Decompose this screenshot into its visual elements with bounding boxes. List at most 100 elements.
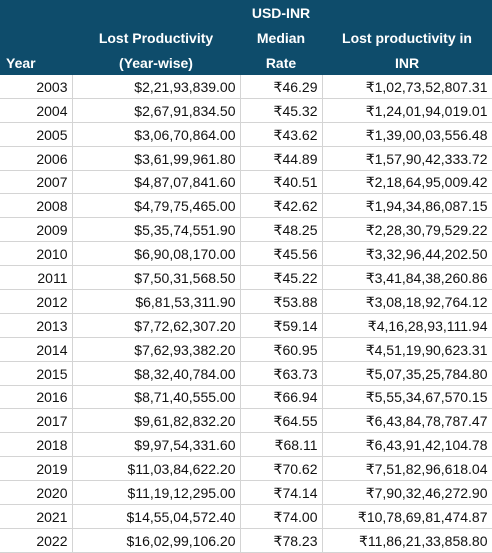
cell-lost-productivity[interactable]: $11,03,84,622.20 — [72, 456, 241, 482]
cell-year[interactable]: 2007 — [0, 170, 73, 195]
cell-usd-inr-rate[interactable]: ₹45.32 — [240, 98, 323, 123]
cell-lost-productivity-inr[interactable]: ₹1,24,01,94,019.01 — [322, 98, 492, 123]
cell-usd-inr-rate[interactable]: ₹46.29 — [240, 75, 323, 99]
cell-usd-inr-rate[interactable]: ₹66.94 — [240, 385, 323, 410]
cell-lost-productivity[interactable]: $6,90,08,170.00 — [72, 241, 241, 267]
table-row: 2013 $7,72,62,307.20 ₹59.14 ₹4,16,28,93,111… — [0, 313, 492, 338]
cell-usd-inr-rate[interactable]: ₹70.62 — [240, 456, 323, 482]
cell-lost-productivity[interactable]: $4,79,75,465.00 — [72, 193, 241, 219]
cell-lost-productivity-inr[interactable]: ₹6,43,91,42,104.78 — [322, 432, 492, 458]
header-inr-line2[interactable]: INR — [322, 50, 492, 75]
header-lost-line1[interactable]: Lost Productivity — [72, 25, 241, 50]
cell-year[interactable]: 2004 — [0, 98, 73, 123]
cell-lost-productivity-inr[interactable]: ₹7,90,32,46,272.90 — [322, 480, 492, 506]
cell-usd-inr-rate[interactable]: ₹63.73 — [240, 361, 323, 386]
cell-year[interactable]: 2022 — [0, 528, 73, 553]
cell-usd-inr-rate[interactable]: ₹42.62 — [240, 193, 323, 219]
cell-usd-inr-rate[interactable]: ₹48.25 — [240, 217, 323, 243]
cell-year[interactable]: 2009 — [0, 217, 73, 243]
cell-year[interactable]: 2019 — [0, 456, 73, 482]
cell-year[interactable]: 2020 — [0, 480, 73, 506]
cell-usd-inr-rate[interactable]: ₹60.95 — [240, 337, 323, 362]
table-row: 2008 $4,79,75,465.00 ₹42.62 ₹1,94,34,86,087… — [0, 193, 492, 219]
cell-lost-productivity[interactable]: $5,35,74,551.90 — [72, 217, 241, 243]
cell-lost-productivity-inr[interactable]: ₹7,51,82,96,618.04 — [322, 456, 492, 482]
cell-year[interactable]: 2017 — [0, 408, 73, 434]
cell-usd-inr-rate[interactable]: ₹59.14 — [240, 313, 323, 338]
cell-lost-productivity-inr[interactable]: ₹1,94,34,86,087.15 — [322, 193, 492, 219]
cell-lost-productivity[interactable]: $14,55,04,572.40 — [72, 504, 241, 529]
cell-usd-inr-rate[interactable]: ₹74.00 — [240, 504, 323, 529]
header-cell-year-blank-2[interactable] — [0, 25, 73, 50]
table-row: 2017 $9,61,82,832.20 ₹64.55 ₹6,43,84,78,787… — [0, 408, 492, 434]
cell-usd-inr-rate[interactable]: ₹40.51 — [240, 170, 323, 195]
header-lost-line2[interactable]: (Year-wise) — [72, 50, 241, 75]
cell-lost-productivity[interactable]: $3,61,99,961.80 — [72, 146, 241, 171]
cell-lost-productivity-inr[interactable]: ₹5,55,34,67,570.15 — [322, 385, 492, 410]
table-row: 2003 $2,21,93,839.00 ₹46.29 ₹1,02,73,52,807… — [0, 75, 492, 99]
table-row: 2020 $11,19,12,295.00 ₹74.14 ₹7,90,32,46,27… — [0, 480, 492, 506]
cell-year[interactable]: 2018 — [0, 432, 73, 458]
cell-lost-productivity-inr[interactable]: ₹5,07,35,25,784.80 — [322, 361, 492, 386]
cell-lost-productivity-inr[interactable]: ₹3,32,96,44,202.50 — [322, 241, 492, 267]
cell-lost-productivity-inr[interactable]: ₹1,39,00,03,556.48 — [322, 122, 492, 147]
cell-year[interactable]: 2016 — [0, 385, 73, 410]
cell-year[interactable]: 2010 — [0, 241, 73, 267]
header-rate-line2[interactable]: Median — [240, 25, 323, 50]
cell-usd-inr-rate[interactable]: ₹43.62 — [240, 122, 323, 147]
cell-year[interactable]: 2021 — [0, 504, 73, 529]
header-year[interactable]: Year — [0, 50, 73, 75]
cell-year[interactable]: 2013 — [0, 313, 73, 338]
cell-lost-productivity[interactable]: $8,71,40,555.00 — [72, 385, 241, 410]
cell-year[interactable]: 2014 — [0, 337, 73, 362]
cell-year[interactable]: 2011 — [0, 265, 73, 291]
table-row: 2016 $8,71,40,555.00 ₹66.94 ₹5,55,34,67,570… — [0, 385, 492, 410]
header-inr-line1[interactable]: Lost productivity in — [322, 25, 492, 50]
cell-usd-inr-rate[interactable]: ₹78.23 — [240, 528, 323, 553]
cell-lost-productivity[interactable]: $6,81,53,311.90 — [72, 289, 241, 314]
cell-lost-productivity-inr[interactable]: ₹2,18,64,95,009.42 — [322, 170, 492, 195]
cell-lost-productivity-inr[interactable]: ₹2,28,30,79,529.22 — [322, 217, 492, 243]
cell-lost-productivity[interactable]: $2,67,91,834.50 — [72, 98, 241, 123]
cell-usd-inr-rate[interactable]: ₹64.55 — [240, 408, 323, 434]
cell-year[interactable]: 2015 — [0, 361, 73, 386]
cell-lost-productivity-inr[interactable]: ₹1,57,90,42,333.72 — [322, 146, 492, 171]
cell-lost-productivity-inr[interactable]: ₹4,51,19,90,623.31 — [322, 337, 492, 362]
cell-lost-productivity[interactable]: $9,61,82,832.20 — [72, 408, 241, 434]
cell-lost-productivity-inr[interactable]: ₹4,16,28,93,111.94 — [322, 313, 492, 338]
header-cell-year-blank[interactable] — [0, 0, 73, 25]
cell-usd-inr-rate[interactable]: ₹45.22 — [240, 265, 323, 291]
cell-lost-productivity[interactable]: $16,02,99,106.20 — [72, 528, 241, 553]
cell-year[interactable]: 2003 — [0, 75, 73, 99]
cell-lost-productivity[interactable]: $9,97,54,331.60 — [72, 432, 241, 458]
header-cell-inr-blank[interactable] — [322, 0, 492, 25]
cell-lost-productivity[interactable]: $3,06,70,864.00 — [72, 122, 241, 147]
cell-usd-inr-rate[interactable]: ₹45.56 — [240, 241, 323, 267]
cell-usd-inr-rate[interactable]: ₹68.11 — [240, 432, 323, 458]
cell-lost-productivity[interactable]: $11,19,12,295.00 — [72, 480, 241, 506]
cell-lost-productivity-inr[interactable]: ₹3,08,18,92,764.12 — [322, 289, 492, 314]
cell-year[interactable]: 2012 — [0, 289, 73, 314]
header-rate-line3[interactable]: Rate — [240, 50, 323, 75]
cell-lost-productivity[interactable]: $7,62,93,382.20 — [72, 337, 241, 362]
cell-lost-productivity-inr[interactable]: ₹10,78,69,81,474.87 — [322, 504, 492, 529]
cell-year[interactable]: 2006 — [0, 146, 73, 171]
cell-lost-productivity[interactable]: $4,87,07,841.60 — [72, 170, 241, 195]
cell-lost-productivity-inr[interactable]: ₹11,86,21,33,858.80 — [322, 528, 492, 553]
cell-lost-productivity[interactable]: $7,50,31,568.50 — [72, 265, 241, 291]
cell-lost-productivity-inr[interactable]: ₹6,43,84,78,787.47 — [322, 408, 492, 434]
cell-lost-productivity-inr[interactable]: ₹3,41,84,38,260.86 — [322, 265, 492, 291]
cell-lost-productivity-inr[interactable]: ₹1,02,73,52,807.31 — [322, 75, 492, 99]
header-cell-lost-blank[interactable] — [72, 0, 241, 25]
cell-usd-inr-rate[interactable]: ₹74.14 — [240, 480, 323, 506]
cell-usd-inr-rate[interactable]: ₹44.89 — [240, 146, 323, 171]
cell-year[interactable]: 2005 — [0, 122, 73, 147]
table-row: 2019 $11,03,84,622.20 ₹70.62 ₹7,51,82,96,61… — [0, 456, 492, 482]
cell-lost-productivity[interactable]: $8,32,40,784.00 — [72, 361, 241, 386]
cell-lost-productivity[interactable]: $7,72,62,307.20 — [72, 313, 241, 338]
cell-year[interactable]: 2008 — [0, 193, 73, 219]
cell-usd-inr-rate[interactable]: ₹53.88 — [240, 289, 323, 314]
cell-lost-productivity[interactable]: $2,21,93,839.00 — [72, 75, 241, 99]
header-rate-line1[interactable]: USD-INR — [240, 0, 323, 25]
